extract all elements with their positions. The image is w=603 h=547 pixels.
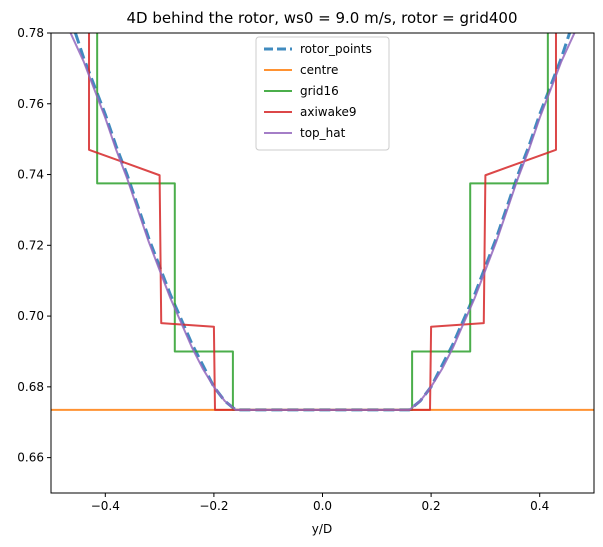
x-tick-label: 0.0 — [313, 499, 332, 513]
x-tick-label: −0.4 — [91, 499, 120, 513]
legend-label-centre: centre — [300, 63, 338, 77]
legend-label-axiwake9: axiwake9 — [300, 105, 357, 119]
legend-label-grid16: grid16 — [300, 84, 339, 98]
x-tick-label: −0.2 — [199, 499, 228, 513]
legend-label-rotor-points: rotor_points — [300, 42, 372, 56]
x-tick-label: 0.2 — [422, 499, 441, 513]
legend-label-top-hat: top_hat — [300, 126, 346, 140]
series-line-top-hat — [69, 33, 576, 411]
x-axis-label: y/D — [312, 522, 332, 536]
y-tick-label: 0.72 — [17, 238, 44, 252]
x-tick-label: 0.4 — [530, 499, 549, 513]
legend-box — [255, 36, 390, 151]
chart-title: 4D behind the rotor, ws0 = 9.0 m/s, roto… — [127, 9, 518, 27]
y-tick-label: 0.78 — [17, 26, 44, 40]
y-tick-label: 0.66 — [17, 451, 44, 465]
x-axis: −0.4 −0.2 0.0 0.2 0.4 — [91, 493, 549, 513]
y-tick-label: 0.70 — [17, 309, 44, 323]
y-tick-label: 0.76 — [17, 97, 44, 111]
y-axis: 0.66 0.68 0.70 0.72 0.74 0.76 0.78 — [17, 26, 51, 465]
y-tick-label: 0.74 — [17, 168, 44, 182]
series-layer — [51, 33, 594, 412]
y-tick-label: 0.68 — [17, 380, 44, 394]
